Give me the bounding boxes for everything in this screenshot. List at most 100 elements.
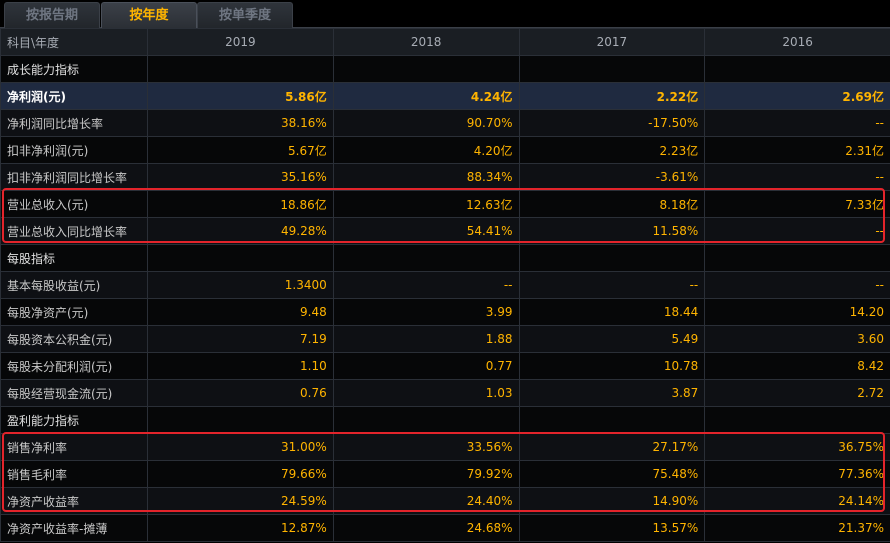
value-cell: 24.59% <box>147 487 334 515</box>
value-cell <box>704 55 890 83</box>
row-label: 每股资本公积金(元) <box>0 325 148 353</box>
table-row[interactable]: 每股未分配利润(元) 1.10 0.77 10.78 8.42 <box>0 352 890 380</box>
value-cell: 27.17% <box>518 433 706 461</box>
table-row[interactable]: 每股经营现金流(元) 0.76 1.03 3.87 2.72 <box>0 379 890 407</box>
value-cell: 1.88 <box>332 325 520 353</box>
value-cell: 2.23亿 <box>518 136 706 164</box>
value-cell: 2.72 <box>704 379 890 407</box>
value-cell <box>147 406 334 434</box>
value-cell: 1.10 <box>147 352 334 380</box>
value-cell: 7.33亿 <box>704 190 890 218</box>
value-cell: 14.90% <box>518 487 706 515</box>
table-row[interactable]: 每股净资产(元) 9.48 3.99 18.44 14.20 <box>0 298 890 326</box>
row-label: 盈利能力指标 <box>0 406 148 434</box>
value-cell: 11.58% <box>518 217 706 245</box>
value-cell: 33.56% <box>332 433 520 461</box>
row-label: 净利润(元) <box>0 82 148 110</box>
row-label: 净资产收益率-摊薄 <box>0 514 148 542</box>
value-cell: 88.34% <box>332 163 520 191</box>
value-cell: 24.68% <box>332 514 520 542</box>
tab-by-quarter[interactable]: 按单季度 <box>197 2 293 28</box>
value-cell <box>704 244 890 272</box>
value-cell: 54.41% <box>332 217 520 245</box>
value-cell: 4.20亿 <box>332 136 520 164</box>
value-cell: 2.69亿 <box>704 82 890 110</box>
header-year-2016[interactable]: 2016 <box>704 28 890 56</box>
header-subject-year: 科目\年度 <box>0 28 148 56</box>
value-cell: 9.48 <box>147 298 334 326</box>
value-cell: 36.75% <box>704 433 890 461</box>
value-cell: 2.31亿 <box>704 136 890 164</box>
row-label: 扣非净利润(元) <box>0 136 148 164</box>
value-cell: 2.22亿 <box>518 82 706 110</box>
value-cell: 21.37% <box>704 514 890 542</box>
value-cell: 5.49 <box>518 325 706 353</box>
row-label: 营业总收入同比增长率 <box>0 217 148 245</box>
value-cell <box>147 55 334 83</box>
value-cell: -- <box>704 217 890 245</box>
value-cell: 75.48% <box>518 460 706 488</box>
value-cell: 35.16% <box>147 163 334 191</box>
header-year-2019[interactable]: 2019 <box>147 28 334 56</box>
value-cell <box>332 55 520 83</box>
row-label: 每股指标 <box>0 244 148 272</box>
value-cell: 38.16% <box>147 109 334 137</box>
table-row[interactable]: 销售净利率 31.00% 33.56% 27.17% 36.75% <box>0 433 890 461</box>
value-cell: 10.78 <box>518 352 706 380</box>
value-cell: 18.44 <box>518 298 706 326</box>
value-cell: -- <box>704 271 890 299</box>
value-cell: 49.28% <box>147 217 334 245</box>
row-label: 扣非净利润同比增长率 <box>0 163 148 191</box>
value-cell <box>147 244 334 272</box>
table-row[interactable]: 基本每股收益(元) 1.3400 -- -- -- <box>0 271 890 299</box>
financial-indicators-table: 科目\年度 2019 2018 2017 2016 成长能力指标 净利润(元) 5.… <box>0 28 890 542</box>
table-row[interactable]: 营业总收入同比增长率 49.28% 54.41% 11.58% -- <box>0 217 890 245</box>
table-row[interactable]: 净利润同比增长率 38.16% 90.70% -17.50% -- <box>0 109 890 137</box>
value-cell: 24.14% <box>704 487 890 515</box>
value-cell: 8.18亿 <box>518 190 706 218</box>
header-year-2018[interactable]: 2018 <box>332 28 520 56</box>
value-cell: 3.99 <box>332 298 520 326</box>
value-cell: -- <box>518 271 706 299</box>
value-cell: 0.76 <box>147 379 334 407</box>
table-row[interactable]: 营业总收入(元) 18.86亿 12.63亿 8.18亿 7.33亿 <box>0 190 890 218</box>
header-year-2017[interactable]: 2017 <box>518 28 706 56</box>
value-cell: 8.42 <box>704 352 890 380</box>
table-row[interactable]: 每股资本公积金(元) 7.19 1.88 5.49 3.60 <box>0 325 890 353</box>
value-cell: 0.77 <box>332 352 520 380</box>
value-cell: 13.57% <box>518 514 706 542</box>
row-label: 销售毛利率 <box>0 460 148 488</box>
value-cell: 90.70% <box>332 109 520 137</box>
row-label: 成长能力指标 <box>0 55 148 83</box>
row-label: 每股未分配利润(元) <box>0 352 148 380</box>
value-cell <box>518 55 706 83</box>
tab-by-year[interactable]: 按年度 <box>101 2 197 28</box>
value-cell: 4.24亿 <box>332 82 520 110</box>
value-cell: 14.20 <box>704 298 890 326</box>
value-cell: -- <box>704 109 890 137</box>
value-cell: -3.61% <box>518 163 706 191</box>
value-cell: 5.67亿 <box>147 136 334 164</box>
table-row[interactable]: 净资产收益率 24.59% 24.40% 14.90% 24.14% <box>0 487 890 515</box>
row-label: 基本每股收益(元) <box>0 271 148 299</box>
value-cell: 3.60 <box>704 325 890 353</box>
table-row[interactable]: 扣非净利润(元) 5.67亿 4.20亿 2.23亿 2.31亿 <box>0 136 890 164</box>
value-cell <box>332 244 520 272</box>
tab-by-report-period[interactable]: 按报告期 <box>4 2 100 28</box>
table-row[interactable]: 净资产收益率-摊薄 12.87% 24.68% 13.57% 21.37% <box>0 514 890 542</box>
row-label: 净资产收益率 <box>0 487 148 515</box>
value-cell: 1.3400 <box>147 271 334 299</box>
section-header-row: 盈利能力指标 <box>0 406 890 434</box>
table-row[interactable]: 扣非净利润同比增长率 35.16% 88.34% -3.61% -- <box>0 163 890 191</box>
value-cell: 12.63亿 <box>332 190 520 218</box>
section-header-row: 成长能力指标 <box>0 55 890 83</box>
value-cell: 12.87% <box>147 514 334 542</box>
value-cell: -- <box>704 163 890 191</box>
value-cell: 3.87 <box>518 379 706 407</box>
value-cell <box>518 244 706 272</box>
value-cell: 1.03 <box>332 379 520 407</box>
value-cell: -17.50% <box>518 109 706 137</box>
period-tab-bar: 按报告期 按年度 按单季度 <box>0 0 890 28</box>
table-row[interactable]: 销售毛利率 79.66% 79.92% 75.48% 77.36% <box>0 460 890 488</box>
table-row[interactable]: 净利润(元) 5.86亿 4.24亿 2.22亿 2.69亿 <box>0 82 890 110</box>
